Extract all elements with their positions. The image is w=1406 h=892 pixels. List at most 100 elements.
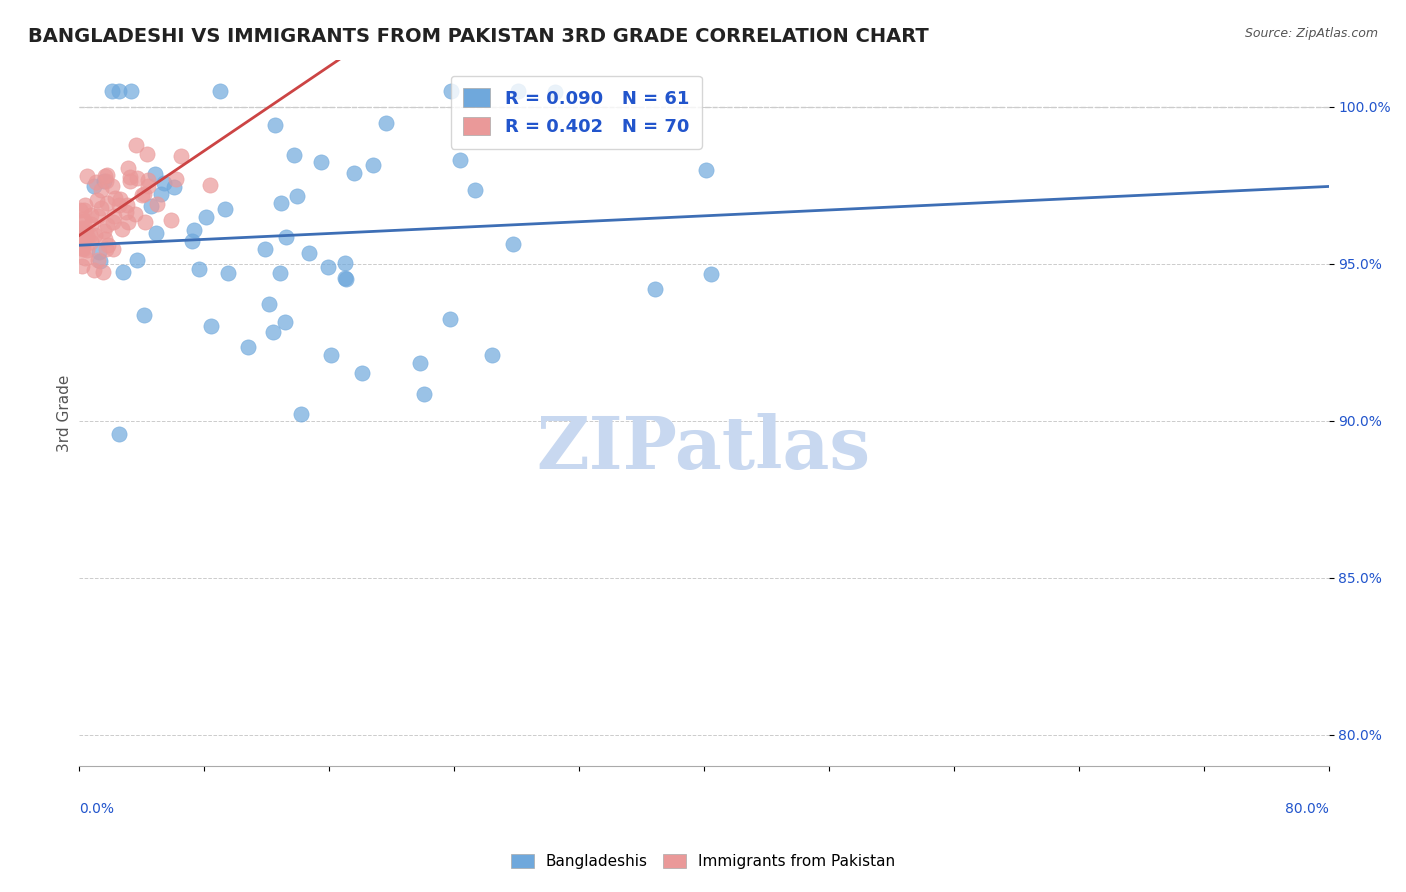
Point [101,84,124,98]
Point [80,208,103,222]
Point [309,155,332,169]
Point [73,203,96,218]
Point [70,226,93,240]
Point [87,252,110,267]
Point [136,147,159,161]
Point [165,172,187,186]
Point [72,212,94,227]
Text: 80.0%: 80.0% [1285,802,1329,815]
Point [120,84,142,98]
Point [94,169,117,183]
Point [124,207,146,221]
Point [274,315,297,329]
Point [114,205,136,219]
Point [73,214,96,228]
Point [93,224,115,238]
Point [70,239,93,253]
Point [83,263,105,277]
Point [94,174,117,188]
Point [90,183,112,197]
Point [285,188,308,202]
Point [84,227,107,242]
Point [93,174,115,188]
Point [269,266,291,280]
Text: 0.0%: 0.0% [79,802,114,815]
Point [70,259,93,273]
Point [80,217,103,231]
Point [100,179,122,194]
Point [449,153,471,167]
Point [409,356,432,370]
Point [75,225,97,239]
Point [112,265,135,279]
Point [125,171,148,186]
Point [343,166,366,180]
Point [101,243,124,257]
Point [76,169,98,183]
Point [145,226,167,240]
Point [111,221,134,235]
Point [118,169,141,184]
Point [183,223,205,237]
Point [108,84,131,98]
Point [87,244,110,259]
Point [481,348,503,362]
Point [80,235,103,249]
Point [200,318,222,333]
Point [70,239,93,253]
Point [270,195,292,210]
Point [236,340,259,354]
Point [70,240,93,254]
Point [316,260,339,274]
Point [90,201,112,215]
Point [94,242,117,256]
Point [440,84,463,98]
Point [335,272,357,286]
Point [134,308,156,322]
Point [374,115,396,129]
Point [96,195,118,210]
Point [127,252,149,267]
Point [72,243,94,257]
Point [108,192,131,206]
Point [464,184,486,198]
Point [187,261,209,276]
Point [108,426,131,441]
Point [150,186,173,201]
Point [274,230,297,244]
Point [644,282,666,296]
Point [143,167,166,181]
Point [76,229,98,244]
Point [76,243,98,257]
Point [115,197,138,211]
Point [253,242,276,256]
Point [134,187,156,202]
Text: BANGLADESHI VS IMMIGRANTS FROM PAKISTAN 3RD GRADE CORRELATION CHART: BANGLADESHI VS IMMIGRANTS FROM PAKISTAN … [28,27,929,45]
Point [333,271,356,285]
Point [198,178,221,192]
Point [699,267,721,281]
Point [262,325,284,339]
Point [117,215,139,229]
Point [134,215,156,229]
Point [124,137,146,152]
Point [170,149,193,163]
Point [83,179,105,194]
Point [264,118,287,132]
Point [297,246,319,260]
Point [283,148,305,162]
Point [136,173,159,187]
Point [257,296,280,310]
Point [70,222,93,236]
Point [69,231,91,245]
Point [79,227,101,242]
Point [96,218,118,232]
Y-axis label: 3rd Grade: 3rd Grade [58,375,72,451]
Point [208,84,231,98]
Point [103,215,125,229]
Point [136,178,159,193]
Point [163,180,186,194]
Point [73,252,96,266]
Point [439,312,461,326]
Point [181,234,204,248]
